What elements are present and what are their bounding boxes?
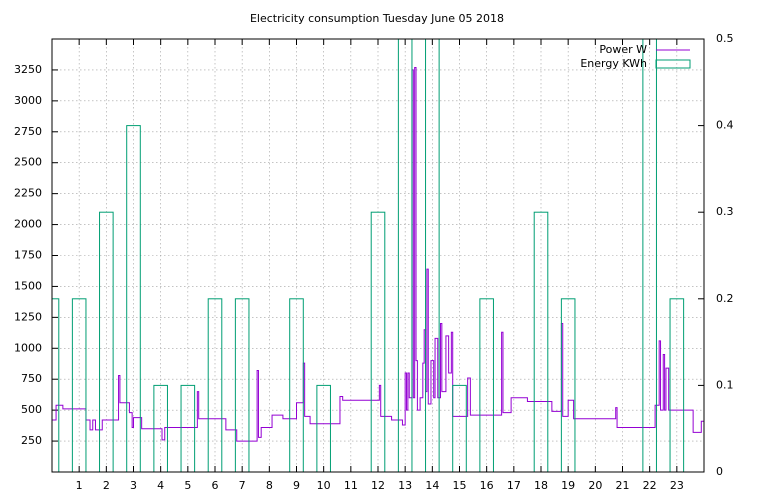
x-tick-label: 10 bbox=[317, 479, 331, 492]
y-tick-label: 1750 bbox=[14, 249, 42, 262]
x-tick-label: 3 bbox=[130, 479, 137, 492]
x-tick-label: 5 bbox=[184, 479, 191, 492]
x-tick-label: 20 bbox=[588, 479, 602, 492]
y2-tick-label: 0.4 bbox=[716, 119, 734, 132]
energy-bar bbox=[52, 298, 60, 472]
y2-tick-label: 0 bbox=[716, 465, 723, 478]
y-tick-label: 2750 bbox=[14, 125, 42, 138]
y-tick-label: 1500 bbox=[14, 279, 42, 292]
x-tick-label: 8 bbox=[266, 479, 273, 492]
x-tick-label: 21 bbox=[616, 479, 630, 492]
plot-border bbox=[51, 38, 705, 473]
x-tick-label: 19 bbox=[561, 479, 575, 492]
y-tick-label: 3250 bbox=[14, 63, 42, 76]
y2-tick-label: 0.2 bbox=[716, 292, 734, 305]
x-tick-label: 9 bbox=[293, 479, 300, 492]
x-tick-label: 17 bbox=[507, 479, 521, 492]
x-tick-label: 12 bbox=[371, 479, 385, 492]
x-tick-label: 2 bbox=[103, 479, 110, 492]
y2-tick-label: 0.3 bbox=[716, 205, 734, 218]
x-tick-label: 4 bbox=[157, 479, 164, 492]
x-tick-label: 22 bbox=[643, 479, 657, 492]
y-tick-label: 2250 bbox=[14, 187, 42, 200]
legend-label: Energy KWh bbox=[580, 57, 647, 70]
x-tick-label: 13 bbox=[398, 479, 412, 492]
y-tick-label: 250 bbox=[21, 434, 42, 447]
x-tick-label: 18 bbox=[534, 479, 548, 492]
y-tick-label: 500 bbox=[21, 403, 42, 416]
power-line bbox=[52, 66, 704, 442]
y-tick-label: 2500 bbox=[14, 156, 42, 169]
legend-swatch bbox=[655, 59, 691, 69]
x-tick-label: 23 bbox=[670, 479, 684, 492]
x-tick-label: 14 bbox=[425, 479, 439, 492]
y-tick-label: 2000 bbox=[14, 218, 42, 231]
y-tick-label: 3000 bbox=[14, 94, 42, 107]
y2-tick-label: 0.5 bbox=[716, 32, 734, 45]
x-tick-label: 11 bbox=[344, 479, 358, 492]
x-tick-label: 7 bbox=[239, 479, 246, 492]
y-tick-label: 1000 bbox=[14, 341, 42, 354]
chart-title: Electricity consumption Tuesday June 05 … bbox=[250, 12, 504, 25]
x-tick-label: 6 bbox=[212, 479, 219, 492]
y-tick-label: 750 bbox=[21, 372, 42, 385]
x-tick-label: 16 bbox=[480, 479, 494, 492]
x-tick-label: 1 bbox=[76, 479, 83, 492]
legend-label: Power W bbox=[599, 43, 647, 56]
y-tick-label: 1250 bbox=[14, 310, 42, 323]
x-tick-label: 15 bbox=[453, 479, 467, 492]
y2-tick-label: 0.1 bbox=[716, 378, 734, 391]
